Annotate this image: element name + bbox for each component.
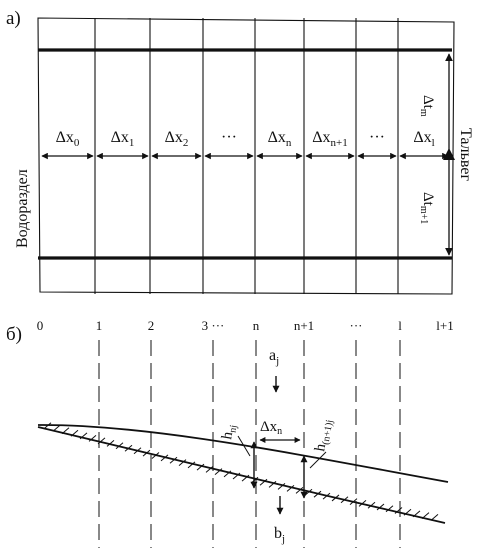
hatch-mark-38 (385, 505, 394, 513)
hatch-mark-35 (358, 500, 367, 507)
panel-a: а) Δx0 Δx1 Δx2 ··· Δxn Δxn+1 ··· Δxl Δtm Δtm+1 … (6, 8, 474, 295)
spacing-labels: Δx0 Δx1 Δx2 ··· Δxn Δxn+1 ··· Δxl (56, 129, 435, 149)
hatch-mark-33 (340, 496, 349, 504)
grid-frame (37, 17, 455, 295)
panel-b-label: б) (6, 324, 22, 345)
thalweg-label: Тальвег (457, 128, 474, 181)
hatch-mark-27 (286, 484, 295, 492)
hatch-mark-1 (52, 424, 61, 432)
node-label-3: 3 ··· (202, 318, 225, 333)
spacing-label-2: Δx2 (165, 129, 189, 149)
hatch-mark-30 (313, 490, 322, 498)
node-labels: 0 1 2 3 ··· n n+1 ··· l l+1 (37, 318, 454, 333)
spacing-label-4: Δxn (268, 129, 292, 149)
hatch-mark-39 (394, 507, 403, 514)
depth-right-leader (309, 451, 327, 469)
depth-right-label: h(n+1)j (312, 418, 335, 453)
hatch-mark-25 (268, 480, 277, 488)
panel-a-label: а) (6, 8, 21, 29)
hatch-mark-6 (97, 437, 106, 445)
hatch-mark-41 (412, 510, 421, 518)
spacing-label-5: Δxn+1 (312, 129, 348, 149)
section-dashed-lines (98, 340, 401, 548)
hatch-mark-40 (403, 508, 412, 516)
ground-hatching (43, 422, 439, 521)
hatch-mark-36 (367, 501, 376, 509)
panel-b: б) 0 1 2 3 ··· n n+1 ··· l l+1 aj Δxn hnj h(n+1)… (6, 318, 454, 548)
hatch-mark-24 (259, 478, 268, 486)
depth-left-label: hnj (219, 423, 239, 441)
hatch-mark-2 (61, 427, 70, 435)
hatch-mark-31 (322, 492, 331, 500)
hatch-mark-20 (223, 470, 232, 478)
hatch-mark-18 (205, 466, 214, 473)
hatch-mark-15 (178, 459, 187, 466)
hatch-mark-14 (169, 456, 178, 464)
hatch-mark-10 (133, 447, 142, 455)
node-label-4: n (253, 318, 260, 333)
hatch-mark-3 (70, 429, 79, 437)
node-label-2: 2 (148, 318, 155, 333)
spacing-label-0: Δx0 (56, 129, 80, 149)
hatch-mark-32 (331, 494, 340, 502)
hatch-mark-12 (151, 452, 160, 459)
inflow-label: aj (269, 347, 279, 367)
hatch-mark-11 (142, 449, 151, 457)
hatch-mark-7 (106, 439, 115, 447)
node-label-7: l (398, 318, 402, 333)
dt-junction-mark (443, 148, 455, 160)
watershed-label: Водораздел (14, 169, 31, 248)
node-label-6: ··· (350, 318, 363, 333)
hatch-mark-34 (349, 498, 358, 505)
dt-m1-label: Δtm+1 (418, 192, 436, 224)
node-label-5: n+1 (294, 318, 314, 333)
spacing-label-1: Δx1 (111, 129, 135, 149)
hatch-mark-26 (277, 482, 286, 490)
hatch-mark-13 (160, 454, 169, 462)
hatch-mark-21 (232, 472, 241, 480)
spacing-label-3: ··· (221, 129, 237, 146)
hatch-mark-28 (295, 486, 304, 494)
spacing-label-7: Δxl (413, 129, 434, 149)
hatch-mark-22 (241, 474, 250, 482)
hatch-mark-42 (421, 512, 430, 520)
hatch-mark-4 (79, 432, 88, 440)
water-surface (37, 424, 449, 483)
hatch-mark-5 (88, 434, 97, 442)
hatch-mark-8 (115, 442, 124, 450)
hatch-mark-16 (187, 461, 196, 469)
outflow-label: bj (274, 525, 285, 545)
node-label-0: 0 (37, 318, 44, 333)
section-lines (94, 18, 399, 294)
depth-left-leader (237, 435, 251, 457)
ground-surface (37, 426, 446, 524)
hatch-mark-37 (376, 503, 385, 511)
node-label-1: 1 (96, 318, 103, 333)
hatch-mark-17 (196, 463, 205, 471)
step-label: Δxn (260, 419, 282, 437)
spacing-label-6: ··· (369, 129, 385, 146)
node-label-8: l+1 (436, 318, 453, 333)
hatch-mark-9 (124, 444, 133, 452)
hatch-mark-43 (430, 513, 439, 521)
dt-m-label: Δtm (418, 95, 436, 117)
hatch-mark-19 (214, 468, 223, 476)
